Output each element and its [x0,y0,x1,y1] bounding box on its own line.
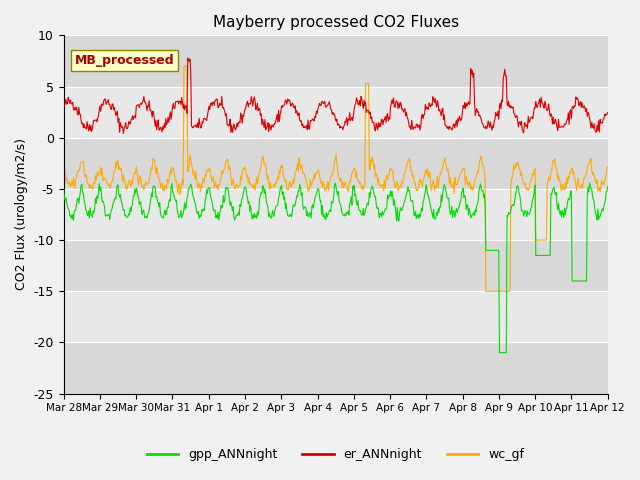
Legend: gpp_ANNnight, er_ANNnight, wc_gf: gpp_ANNnight, er_ANNnight, wc_gf [142,443,529,466]
Y-axis label: CO2 Flux (urology/m2/s): CO2 Flux (urology/m2/s) [15,138,28,290]
Bar [63,189,608,240]
Title: Mayberry processed CO2 Fluxes: Mayberry processed CO2 Fluxes [212,15,459,30]
Bar [63,291,608,342]
Text: MB_processed: MB_processed [74,54,174,67]
Bar [63,342,608,394]
Bar [63,86,608,138]
Bar [63,138,608,189]
Bar [63,36,608,86]
Bar [63,240,608,291]
